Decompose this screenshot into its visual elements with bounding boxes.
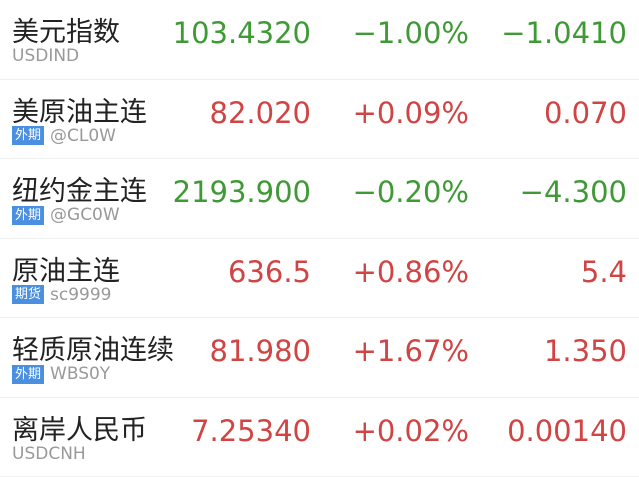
change-percent: +0.09% [352, 95, 469, 130]
change-amount: −1.0410 [501, 16, 627, 50]
instrument-name: 离岸人民币 [12, 414, 147, 446]
market-badge: 外期 [12, 126, 45, 145]
instrument-code: @CL0W [50, 125, 116, 146]
last-price: 82.020 [209, 95, 311, 130]
change-percent: +1.67% [352, 334, 469, 368]
change-percent: +0.02% [352, 413, 469, 448]
market-badge: 期货 [12, 285, 45, 304]
quote-row[interactable]: 美原油主连 外期 @CL0W 82.020 +0.09% 0.070 [0, 80, 639, 159]
change-amount: −4.300 [519, 175, 627, 209]
instrument-code: WBS0Y [50, 364, 111, 384]
change-percent: −1.00% [352, 16, 469, 50]
instrument-code: USDIND [12, 46, 80, 66]
last-price: 7.25340 [191, 413, 311, 448]
instrument-name: 美原油主连 [12, 96, 147, 128]
quote-row[interactable]: 轻质原油连续 外期 WBS0Y 81.980 +1.67% 1.350 [0, 318, 639, 398]
quote-row[interactable]: 原油主连 期货 sc9999 636.5 +0.86% 5.4 [0, 239, 639, 318]
quote-row[interactable]: 纽约金主连 外期 @GC0W 2193.900 −0.20% −4.300 [0, 159, 639, 239]
change-amount: 5.4 [580, 254, 627, 289]
change-amount: 0.00140 [507, 413, 627, 448]
instrument-code: sc9999 [50, 284, 112, 305]
quote-row[interactable]: 美元指数 USDIND 103.4320 −1.00% −1.0410 [0, 0, 639, 80]
last-price: 2193.900 [172, 175, 311, 209]
last-price: 81.980 [209, 334, 311, 368]
instrument-name: 美元指数 [12, 17, 120, 48]
instrument-name: 纽约金主连 [12, 176, 147, 207]
quote-row[interactable]: 离岸人民币 USDCNH 7.25340 +0.02% 0.00140 [0, 398, 639, 477]
instrument-code: @GC0W [50, 205, 120, 225]
instrument-name: 原油主连 [12, 255, 120, 287]
change-percent: −0.20% [352, 175, 469, 209]
market-badge: 外期 [12, 205, 45, 225]
last-price: 103.4320 [172, 16, 311, 50]
last-price: 636.5 [227, 254, 311, 289]
market-badge: 外期 [12, 364, 45, 384]
instrument-code: USDCNH [12, 443, 86, 464]
change-amount: 0.070 [543, 95, 627, 130]
change-amount: 1.350 [543, 334, 627, 368]
change-percent: +0.86% [352, 254, 469, 289]
instrument-name: 轻质原油连续 [12, 335, 174, 366]
